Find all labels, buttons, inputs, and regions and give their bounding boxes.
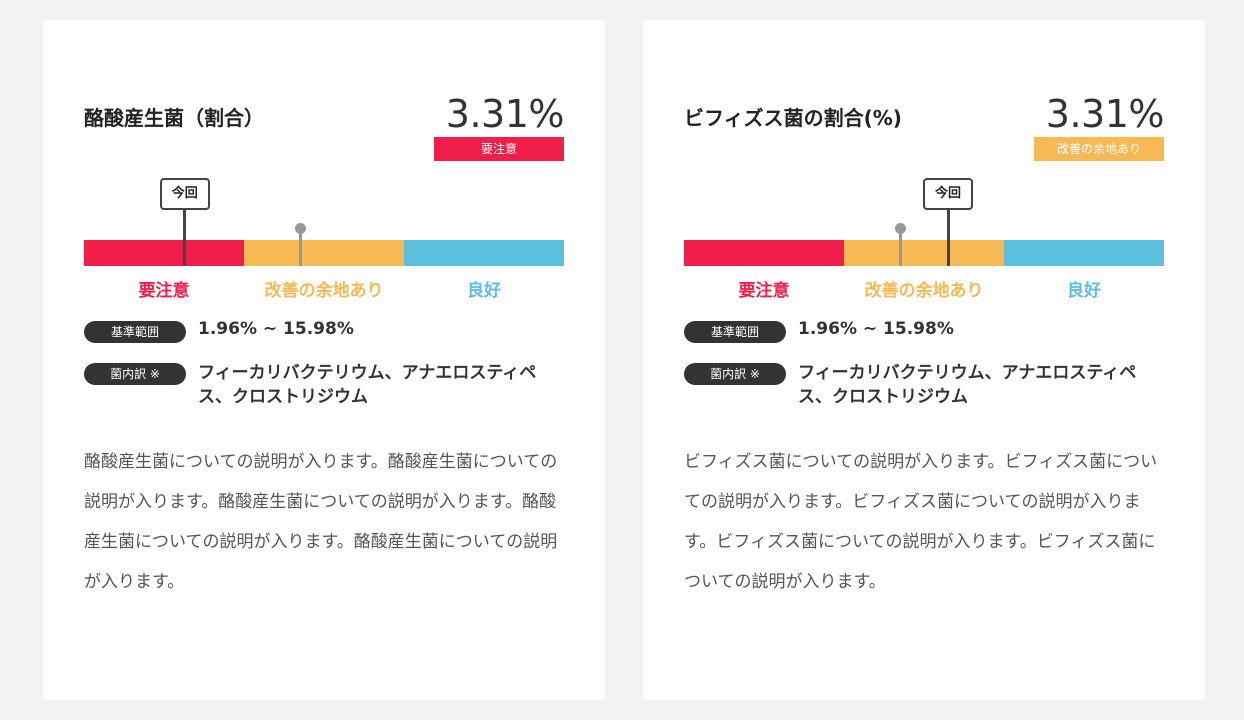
bacteria-breakdown-pill: 菌内訳 ※ (684, 363, 786, 385)
current-marker-stem (183, 205, 187, 266)
scale-segment-warning (684, 240, 844, 266)
scale-segment-good (1004, 240, 1164, 266)
reference-range-value: 1.96% ~ 15.98% (198, 319, 354, 339)
scale-label-improve: 改善の余地あり (264, 281, 384, 301)
bacteria-breakdown-text: フィーカリバクテリウム、アナエロスティペス、クロストリジウム (798, 363, 1137, 407)
current-marker-stem (946, 205, 950, 266)
scale-bar (684, 240, 1164, 266)
current-marker-label: 今回 (159, 178, 210, 210)
scale-segment-improve (244, 240, 404, 266)
scale-segment-warning (84, 240, 244, 266)
card-description: 酪酸産生菌についての説明が入ります。酪酸産生菌についての説明が入ります。酪酸産生… (84, 452, 558, 592)
reference-marker-dot (894, 223, 906, 234)
scale-label-good: 良好 (1067, 281, 1101, 301)
result-value: 3.31% (445, 92, 565, 136)
reference-marker-stem (898, 230, 902, 266)
scale-label-good: 良好 (467, 281, 501, 301)
card-description: ビフィズス菌についての説明が入ります。ビフィズス菌についての説明が入ります。ビフ… (684, 452, 1158, 592)
reference-range-pill: 基準範囲 (684, 321, 786, 343)
result-card-bifidobacteria: ビフィズス菌の割合(%) 3.31% 改善の余地あり 今回 要注意 改善の余地あ… (644, 20, 1204, 700)
scale-segment-good (404, 240, 564, 266)
reference-range-value: 1.96% ~ 15.98% (798, 319, 954, 339)
reference-marker-stem (298, 230, 302, 266)
reference-marker-dot (294, 223, 306, 234)
scale-segment-improve (844, 240, 1004, 266)
scale-label-warning: 要注意 (138, 281, 190, 301)
scale-bar (84, 240, 564, 266)
bacteria-breakdown-text: フィーカリバクテリウム、アナエロスティペス、クロストリジウム (198, 363, 537, 407)
status-badge: 要注意 (434, 137, 564, 161)
scale-label-improve: 改善の余地あり (864, 281, 984, 301)
scale-label-warning: 要注意 (738, 281, 790, 301)
card-title: ビフィズス菌の割合(%) (684, 106, 902, 130)
bacteria-breakdown-pill: 菌内訳 ※ (84, 363, 186, 385)
result-value: 3.31% (1045, 92, 1165, 136)
result-card-butyrate: 酪酸産生菌（割合） 3.31% 要注意 今回 要注意 改善の余地あり 良好 基準… (44, 20, 604, 700)
current-marker-label: 今回 (923, 178, 973, 210)
reference-range-pill: 基準範囲 (84, 321, 186, 343)
card-title: 酪酸産生菌（割合） (84, 106, 264, 130)
status-badge: 改善の余地あり (1034, 137, 1164, 161)
